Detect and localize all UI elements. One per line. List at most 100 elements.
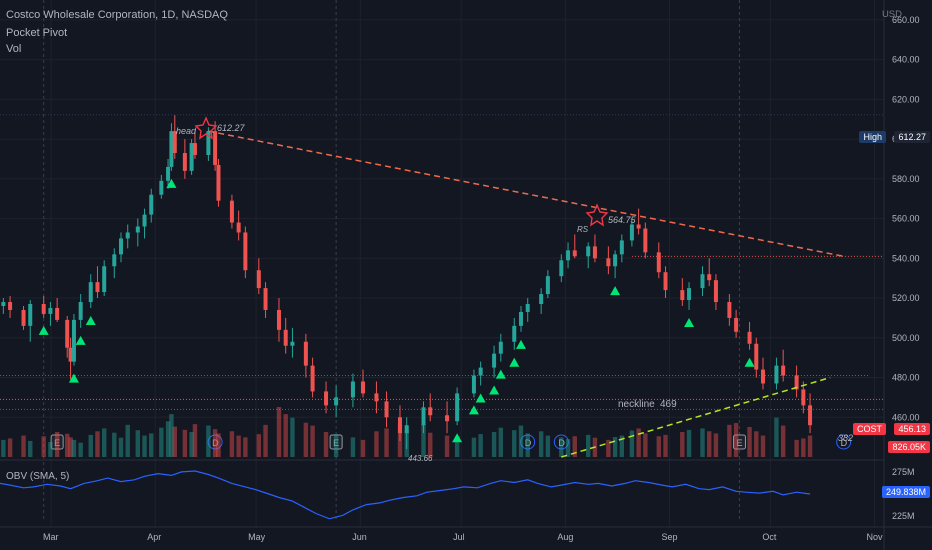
candle-body xyxy=(734,317,739,332)
candle-body xyxy=(102,266,107,293)
candle-body xyxy=(236,222,241,233)
candle-body xyxy=(68,347,73,362)
candle-body xyxy=(384,401,389,418)
volume-bar xyxy=(28,440,33,457)
price-tick: 500.00 xyxy=(892,333,920,343)
candle-body xyxy=(192,143,197,155)
rs-star-icon xyxy=(585,203,609,227)
earnings-label: E xyxy=(333,438,339,448)
candle-body xyxy=(310,365,315,392)
obv-tick: 225M xyxy=(892,511,915,521)
volume-bar xyxy=(606,439,611,457)
obv-value-tag: 249.838M xyxy=(881,486,930,498)
candle-body xyxy=(586,246,591,257)
price-tick: 480.00 xyxy=(892,373,920,383)
neckline-label: neckline xyxy=(618,399,655,410)
indicator-volume[interactable]: Vol xyxy=(6,43,22,55)
volume-bar xyxy=(159,427,164,457)
price-tick: 620.00 xyxy=(892,94,920,104)
volume-bar xyxy=(1,439,6,457)
volume-bar xyxy=(794,439,799,457)
candle-body xyxy=(41,304,46,314)
volume-bar xyxy=(612,437,618,457)
volume-bar xyxy=(54,432,60,457)
volume-bar xyxy=(182,429,188,457)
small-value: 382 xyxy=(838,433,853,443)
volume-bar xyxy=(636,428,641,457)
signal-triangle xyxy=(468,405,479,415)
volume-bar xyxy=(760,435,766,457)
price-tick: 580.00 xyxy=(892,174,920,184)
dividend-label: D xyxy=(841,438,848,448)
candle-body xyxy=(216,164,221,201)
dividend-icon xyxy=(207,434,223,450)
volume-bar xyxy=(754,431,759,457)
candle-body xyxy=(276,309,281,330)
volume-bar xyxy=(112,432,117,457)
volume-bar xyxy=(518,425,524,457)
candle-body xyxy=(166,166,171,181)
volume-bar xyxy=(323,432,329,457)
time-axis[interactable]: Mar Apr May Jun Jul Aug Sep Oct Nov xyxy=(0,526,932,542)
volume-bar xyxy=(68,437,73,457)
neckline-value: 469 xyxy=(660,399,677,410)
volume-bar xyxy=(801,438,806,457)
price-axis[interactable]: 660.00640.00620.00600.00580.00560.00540.… xyxy=(883,0,932,550)
candle-body xyxy=(518,311,523,326)
price-axis-bg xyxy=(884,0,932,550)
candle-body xyxy=(256,270,261,289)
price-tick: 560.00 xyxy=(892,214,920,224)
candle-body xyxy=(592,246,597,259)
volume-bar xyxy=(565,439,571,457)
candle-body xyxy=(290,341,295,346)
candle-body xyxy=(303,341,308,366)
indicator-pocket-pivot[interactable]: Pocket Pivot xyxy=(6,27,68,39)
volume-bar xyxy=(629,430,635,457)
candle-body xyxy=(48,307,53,314)
candle-body xyxy=(65,319,70,348)
earnings-icon xyxy=(50,434,64,450)
volume-bar xyxy=(619,435,625,457)
obv-legend[interactable]: OBV (SMA, 5) xyxy=(6,471,70,482)
volume-bar xyxy=(586,434,591,457)
volume-bar xyxy=(572,436,577,457)
volume-bar xyxy=(471,437,477,457)
volume-bar xyxy=(310,425,315,457)
volume-bar xyxy=(165,421,171,457)
candle-body xyxy=(713,280,718,303)
signal-triangle xyxy=(515,339,526,349)
volume-bar xyxy=(303,422,309,457)
candle-body xyxy=(656,252,661,273)
candle-body xyxy=(801,389,806,406)
neckline-trendline xyxy=(561,376,831,458)
price-tick: 540.00 xyxy=(892,253,920,263)
obv-line xyxy=(0,470,811,520)
candle-body xyxy=(55,307,60,320)
volume-bar xyxy=(374,431,379,457)
signal-triangle xyxy=(684,317,695,327)
volume-bar xyxy=(727,424,732,457)
time-tick: Mar xyxy=(43,532,59,542)
candle-body xyxy=(629,224,634,241)
signal-triangle xyxy=(85,315,96,325)
candle-body xyxy=(613,254,618,267)
volume-bar xyxy=(243,437,248,457)
candle-body xyxy=(213,131,218,165)
volume-bar xyxy=(172,426,177,457)
volume-bar xyxy=(780,425,786,457)
volume-bar xyxy=(118,437,124,457)
earnings-icon xyxy=(732,434,746,450)
currency-label: USD xyxy=(881,9,902,20)
volume-bar xyxy=(189,432,194,457)
volume-bar xyxy=(680,432,685,457)
candle-body xyxy=(229,200,234,223)
candle-body xyxy=(707,274,712,281)
volume-bar xyxy=(71,439,77,457)
dividend-icon xyxy=(520,434,536,450)
volume-bar xyxy=(48,442,53,457)
volume-bar xyxy=(774,417,779,457)
candle-body xyxy=(172,131,177,153)
volume-bar xyxy=(135,430,141,457)
candle-body xyxy=(747,331,752,344)
